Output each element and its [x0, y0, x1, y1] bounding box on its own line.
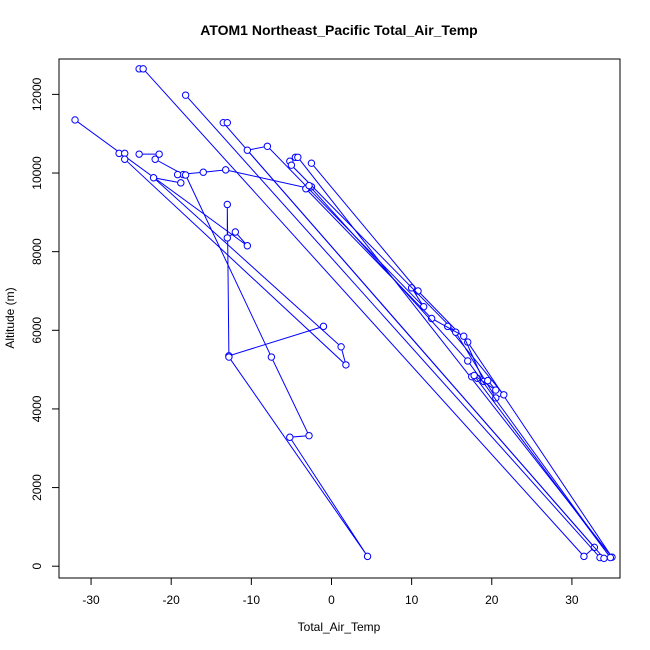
series-2: [115, 149, 350, 369]
data-point: [460, 332, 468, 340]
series-1: [71, 116, 328, 360]
data-point: [243, 242, 252, 250]
data-point: [606, 553, 615, 562]
data-point: [151, 155, 159, 163]
data-point: [470, 371, 478, 380]
data-point: [177, 179, 185, 187]
series-3: [135, 150, 316, 192]
series-line: [185, 94, 606, 560]
y-tick-label: 12000: [30, 77, 44, 111]
series-10: [305, 181, 615, 562]
data-point: [307, 159, 316, 167]
data-point: [500, 391, 508, 399]
x-tick-label: 0: [328, 593, 335, 607]
data-point: [263, 142, 272, 150]
data-point: [221, 166, 230, 174]
x-tick-label: 30: [565, 593, 579, 607]
y-axis: 0 2000 4000 6000 8000 10000 12000: [30, 77, 60, 570]
data-point: [231, 228, 240, 236]
series-5: [135, 65, 599, 561]
x-tick-label: -20: [163, 593, 181, 607]
data-point: [181, 171, 190, 179]
x-tick-label: 20: [485, 593, 499, 607]
x-axis-label: Total_Air_Temp: [298, 620, 381, 634]
data-point: [225, 353, 233, 361]
data-point: [337, 343, 345, 351]
data-point: [149, 174, 158, 182]
data-point: [580, 552, 588, 561]
y-tick-label: 0: [30, 563, 44, 570]
data-point: [600, 554, 608, 563]
series-layer: [71, 65, 616, 563]
data-point: [286, 433, 294, 441]
y-tick-label: 10000: [30, 156, 44, 190]
data-point: [223, 200, 232, 209]
data-point: [305, 181, 313, 190]
series-9: [302, 185, 488, 386]
data-point: [139, 65, 147, 73]
data-point: [464, 357, 472, 365]
series-4: [181, 171, 372, 561]
data-point: [492, 394, 500, 402]
data-point: [484, 376, 492, 385]
data-point: [342, 361, 350, 369]
series-line: [74, 119, 324, 357]
chart-title: ATOM1 Northeast_Pacific Total_Air_Temp: [200, 22, 477, 38]
data-point: [181, 91, 190, 99]
data-point: [267, 353, 276, 361]
data-point: [492, 386, 500, 394]
y-tick-label: 6000: [30, 317, 44, 344]
y-tick-label: 4000: [30, 395, 44, 422]
data-point: [71, 116, 79, 124]
data-point: [135, 150, 143, 158]
y-axis-label: Altitude (m): [3, 287, 17, 348]
data-point: [223, 118, 232, 127]
x-tick-label: 10: [405, 593, 419, 607]
series-line: [308, 185, 611, 558]
series-8: [286, 157, 508, 402]
data-point: [121, 155, 129, 163]
data-point: [155, 150, 163, 158]
data-point: [173, 170, 182, 179]
plot-frame: [58, 58, 621, 579]
data-point: [199, 168, 207, 176]
data-point: [419, 303, 428, 311]
y-tick-label: 2000: [30, 474, 44, 501]
x-axis: -30 -20 -10 0 10 20 30: [82, 577, 579, 607]
data-point: [305, 431, 313, 440]
data-point: [223, 234, 232, 242]
y-tick-label: 8000: [30, 238, 44, 265]
series-6: [181, 91, 608, 563]
data-point: [243, 146, 252, 154]
x-tick-label: -10: [243, 593, 261, 607]
data-point: [294, 153, 302, 161]
data-point: [287, 161, 296, 169]
x-tick-label: -30: [82, 593, 100, 607]
data-point: [363, 552, 372, 561]
data-point: [319, 322, 328, 331]
series-line: [185, 174, 368, 557]
series-line: [139, 68, 596, 558]
